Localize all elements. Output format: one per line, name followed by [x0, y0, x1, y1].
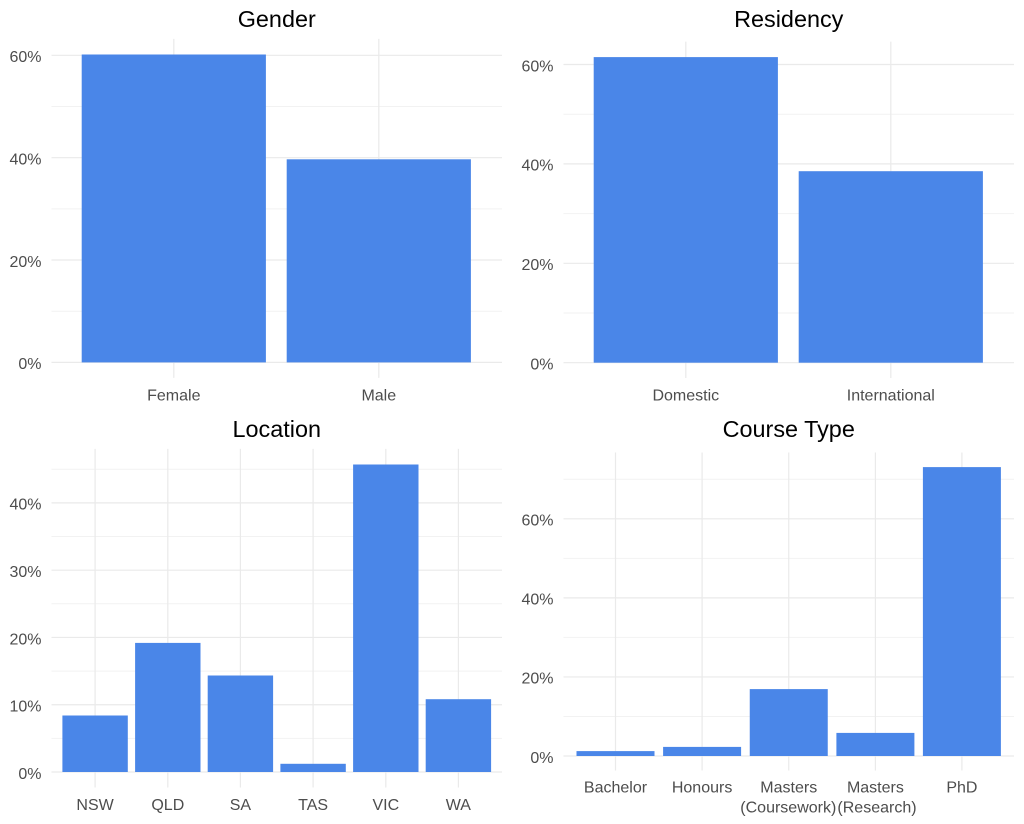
svg-text:20%: 20% [9, 631, 41, 648]
svg-text:WA: WA [446, 797, 472, 814]
svg-text:(Research): (Research) [837, 800, 916, 817]
svg-text:PhD: PhD [946, 780, 977, 797]
svg-text:International: International [847, 387, 935, 404]
svg-text:(Coursework): (Coursework) [740, 800, 836, 817]
svg-text:0%: 0% [530, 357, 553, 374]
svg-text:0%: 0% [18, 356, 41, 373]
svg-text:TAS: TAS [298, 797, 328, 814]
svg-text:60%: 60% [521, 58, 553, 75]
svg-text:Residency: Residency [734, 6, 844, 32]
svg-text:QLD: QLD [151, 797, 184, 814]
svg-text:20%: 20% [521, 671, 553, 688]
svg-text:VIC: VIC [372, 797, 399, 814]
svg-text:Masters: Masters [847, 780, 904, 797]
svg-text:Bachelor: Bachelor [584, 780, 648, 797]
svg-text:20%: 20% [9, 254, 41, 271]
svg-text:10%: 10% [9, 699, 41, 716]
svg-text:SA: SA [230, 797, 252, 814]
svg-text:0%: 0% [530, 750, 553, 767]
svg-text:30%: 30% [9, 564, 41, 581]
svg-text:Masters: Masters [760, 780, 817, 797]
svg-text:60%: 60% [9, 49, 41, 66]
svg-text:60%: 60% [521, 513, 553, 530]
svg-text:Location: Location [233, 416, 321, 442]
svg-text:Gender: Gender [238, 6, 316, 32]
svg-text:Male: Male [361, 387, 396, 404]
svg-text:40%: 40% [521, 592, 553, 609]
svg-text:Female: Female [147, 387, 200, 404]
svg-text:Course Type: Course Type [723, 416, 855, 442]
svg-text:40%: 40% [9, 151, 41, 168]
svg-text:Domestic: Domestic [652, 387, 719, 404]
svg-text:40%: 40% [521, 158, 553, 175]
svg-text:0%: 0% [18, 766, 41, 783]
svg-text:NSW: NSW [76, 797, 114, 814]
svg-text:Honours: Honours [672, 780, 732, 797]
svg-text:20%: 20% [521, 257, 553, 274]
svg-text:40%: 40% [9, 497, 41, 514]
